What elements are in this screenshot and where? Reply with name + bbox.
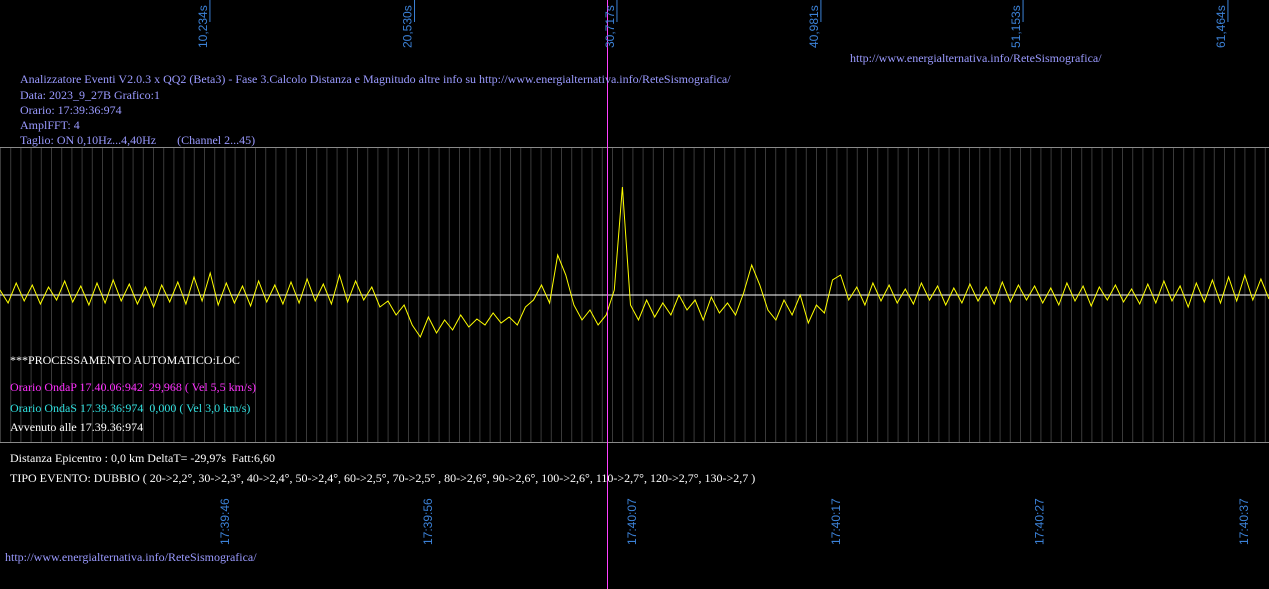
x2-tick-label: 17:40:27 — [1033, 498, 1047, 545]
onda-p: Orario OndaP 17.40.06:942 29,968 ( Vel 5… — [10, 380, 256, 394]
x-tick-label: 20,530s — [401, 5, 415, 48]
x-tick-label: 10,234s — [196, 5, 210, 48]
x2-tick-label: 17:40:07 — [625, 498, 639, 545]
x2-tick-label: 17:39:56 — [421, 498, 435, 545]
processing: ***PROCESSAMENTO AUTOMATICO:LOC — [10, 353, 240, 367]
x-tick-label: 40,981s — [807, 5, 821, 48]
x2-tick-label: 17:40:37 — [1237, 498, 1251, 545]
distanza: Distanza Epicentro : 0,0 km DeltaT= -29,… — [10, 451, 275, 465]
info-line: Taglio: ON 0,10Hz...4,40Hz (Channel 2...… — [20, 133, 255, 147]
x-tick-label: 30,717s — [603, 5, 617, 48]
info-line: Analizzatore Eventi V2.0.3 x QQ2 (Beta3)… — [20, 72, 731, 86]
info-line: Orario: 17:39:36:974 — [20, 103, 122, 117]
x-tick-label: 51,153s — [1009, 5, 1023, 48]
tipo-evento: TIPO EVENTO: DUBBIO ( 20->2,2°, 30->2,3°… — [10, 471, 755, 485]
url-bottom: http://www.energialternativa.info/ReteSi… — [5, 550, 257, 564]
x2-tick-label: 17:39:46 — [218, 498, 232, 545]
avvenuto: Avvenuto alle 17.39.36:974 — [10, 420, 143, 434]
waveform — [0, 186, 1269, 339]
x-tick-label: 61,464s — [1214, 5, 1228, 48]
onda-s: Orario OndaS 17.39.36:974 0,000 ( Vel 3,… — [10, 401, 250, 415]
url-top: http://www.energialternativa.info/ReteSi… — [850, 51, 1102, 65]
info-line: Data: 2023_9_27B Grafico:1 — [20, 88, 160, 102]
plot — [0, 186, 1269, 339]
info-line: AmplFFT: 4 — [20, 118, 80, 132]
x2-tick-label: 17:40:17 — [829, 498, 843, 545]
